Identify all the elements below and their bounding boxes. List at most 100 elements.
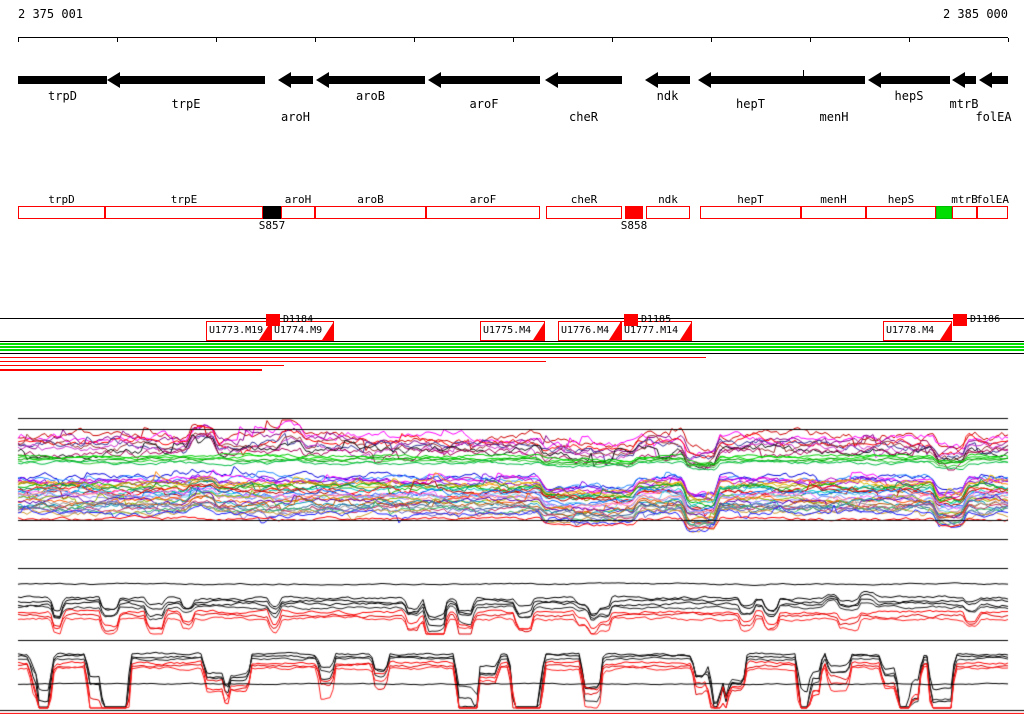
d-marker-label: D1185 — [641, 314, 672, 325]
gene-junction-tick — [803, 70, 804, 76]
gene-arrow-label: mtrB — [949, 97, 979, 111]
gene-arrow-label: hepT — [736, 97, 765, 111]
ruler-start-coordinate: 2 375 001 — [18, 7, 84, 21]
flag-triangle-icon — [533, 323, 544, 340]
gene-arrow-label: trpE — [171, 97, 201, 111]
gene-box-aroH[interactable] — [281, 206, 315, 219]
gene-arrow-label: hepS — [894, 89, 924, 103]
gene-box-label: trpE — [170, 193, 198, 206]
gene-box-folEA[interactable] — [977, 206, 1008, 219]
gene-arrow-aroB[interactable] — [328, 76, 425, 84]
alignment-line — [0, 365, 284, 366]
alignment-line — [0, 346, 1024, 348]
gene-arrowhead-icon[interactable] — [979, 72, 992, 88]
gene-box-hepS[interactable] — [866, 206, 936, 219]
d-marker-box[interactable] — [266, 314, 280, 326]
ruler-tick — [711, 38, 712, 42]
clone-flag-U1777.M14[interactable] — [621, 321, 692, 341]
gene-box-label: folEA — [975, 193, 1010, 206]
ruler-tick — [612, 38, 613, 42]
clone-flag-U1778.M4[interactable] — [883, 321, 952, 341]
d-marker-label: D1186 — [970, 314, 1001, 325]
gene-box-label: ndk — [658, 193, 678, 206]
gene-arrowhead-icon[interactable] — [645, 72, 658, 88]
d-marker-label: D1184 — [283, 314, 314, 325]
gene-box-label: aroB — [357, 193, 384, 206]
alignment-line — [0, 361, 546, 362]
clone-flag-label: U1775.M4 — [483, 325, 532, 336]
marker-track-top-line — [0, 318, 1024, 319]
gene-arrow-ndk[interactable] — [657, 76, 690, 84]
gene-arrowhead-icon[interactable] — [545, 72, 558, 88]
gene-arrowhead-icon[interactable] — [698, 72, 711, 88]
gene-box-aroF[interactable] — [426, 206, 540, 219]
d-marker-box[interactable] — [624, 314, 638, 326]
gene-box-hepT[interactable] — [700, 206, 801, 219]
gene-arrowhead-icon[interactable] — [107, 72, 120, 88]
clone-flag-label: U1774.M9 — [274, 325, 323, 336]
alignment-line — [0, 343, 1024, 345]
gene-arrowhead-icon[interactable] — [868, 72, 881, 88]
gene-arrowhead-icon[interactable] — [278, 72, 291, 88]
gene-arrowhead-icon[interactable] — [428, 72, 441, 88]
gene-arrow-label: aroH — [281, 110, 310, 124]
gene-arrow-hepT[interactable] — [710, 76, 803, 84]
clone-flag-U1773.M19[interactable] — [206, 321, 271, 341]
gene-arrow-mtrB[interactable] — [964, 76, 976, 84]
ruler-tick — [513, 38, 514, 42]
gene-arrow-cheR[interactable] — [557, 76, 622, 84]
ruler-tick — [1008, 38, 1009, 42]
alignment-line — [0, 357, 706, 358]
gene-arrowhead-icon[interactable] — [316, 72, 329, 88]
gene-arrow-trpE[interactable] — [119, 76, 265, 84]
gene-box-trpE[interactable] — [105, 206, 263, 219]
clone-flag-U1776.M4[interactable] — [558, 321, 621, 341]
gene-arrow-menH[interactable] — [803, 76, 865, 84]
d-marker-box[interactable] — [953, 314, 967, 326]
gene-box-S857[interactable] — [263, 206, 281, 219]
gene-arrowhead-icon[interactable] — [952, 72, 965, 88]
gene-box-ndk[interactable] — [646, 206, 690, 219]
alignment-line — [0, 369, 262, 371]
flag-triangle-icon — [940, 323, 951, 340]
gene-arrow-hepS[interactable] — [880, 76, 950, 84]
gene-box-cheR[interactable] — [546, 206, 622, 219]
ruler-tick — [315, 38, 316, 42]
clone-flag-U1774.M9[interactable] — [271, 321, 334, 341]
gene-box-aroB[interactable] — [315, 206, 426, 219]
gene-arrow-label: menH — [819, 110, 849, 124]
flag-triangle-icon — [609, 323, 620, 340]
gene-box-S858[interactable] — [625, 206, 643, 219]
clone-flag-label: U1773.M19 — [209, 325, 264, 336]
gene-box-label: trpD — [48, 193, 75, 206]
site-label: S857 — [258, 219, 286, 232]
gene-box-mtrB[interactable] — [952, 206, 977, 219]
gene-arrow-label: aroB — [356, 89, 385, 103]
gene-arrow-aroF[interactable] — [440, 76, 540, 84]
alignment-line — [0, 349, 1024, 351]
site-label: S858 — [620, 219, 648, 232]
gene-arrow-label: folEA — [975, 110, 1012, 124]
gene-box-menH[interactable] — [801, 206, 866, 219]
flag-triangle-icon — [259, 323, 270, 340]
ruler-end-coordinate: 2 385 000 — [942, 7, 1008, 21]
ruler-tick — [216, 38, 217, 42]
gene-arrow-label: aroF — [469, 97, 499, 111]
ruler-line — [18, 37, 1008, 38]
gene-arrow-aroH[interactable] — [290, 76, 313, 84]
gene-arrow-folEA[interactable] — [991, 76, 1008, 84]
gene-box-label: hepT — [737, 193, 764, 206]
gene-box-marker[interactable] — [936, 206, 952, 219]
gene-arrow-trpD[interactable] — [18, 76, 107, 84]
gene-arrow-label: trpD — [48, 89, 77, 103]
gene-box-label: aroF — [469, 193, 497, 206]
gene-box-trpD[interactable] — [18, 206, 105, 219]
gene-box-label: menH — [820, 193, 847, 206]
gene-box-label: hepS — [887, 193, 915, 206]
clone-flag-label: U1777.M14 — [624, 325, 679, 336]
flag-triangle-icon — [322, 323, 333, 340]
gene-arrow-label: cheR — [569, 110, 598, 124]
clone-flag-U1775.M4[interactable] — [480, 321, 545, 341]
gene-box-label: aroH — [284, 193, 312, 206]
